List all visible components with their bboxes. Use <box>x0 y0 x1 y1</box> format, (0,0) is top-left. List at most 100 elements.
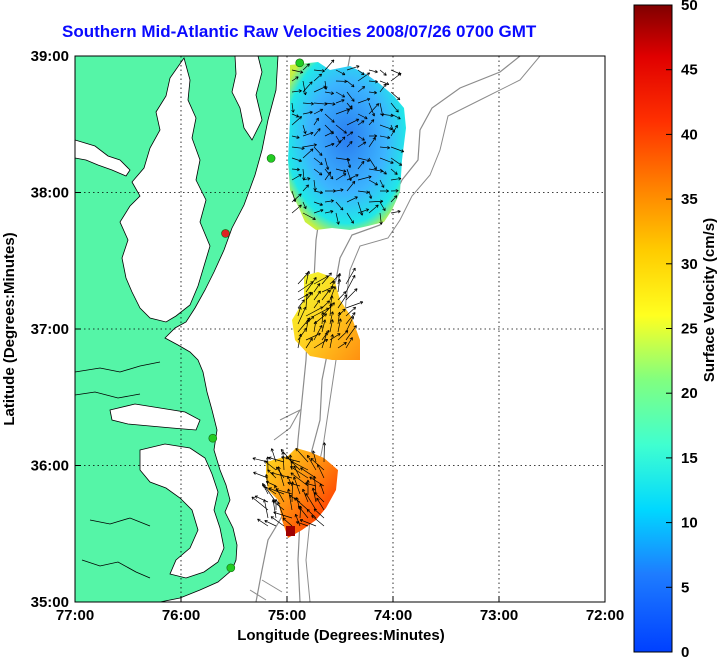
velocity-arrow <box>305 306 324 317</box>
velocity-arrow <box>302 177 311 181</box>
velocity-arrow <box>291 204 302 214</box>
velocity-arrow <box>257 518 269 527</box>
velocity-arrow <box>291 89 302 93</box>
velocity-arrow <box>345 337 353 349</box>
velocity-arrow <box>313 128 321 137</box>
velocity-arrow <box>267 469 277 479</box>
velocity-arrow <box>264 486 277 503</box>
colorbar-tick-label: 30 <box>681 256 698 273</box>
velocity-arrow <box>329 311 334 325</box>
velocity-arrow <box>335 108 350 115</box>
velocity-arrow <box>337 294 348 309</box>
velocity-arrow <box>313 338 329 349</box>
velocity-arrow <box>346 91 355 102</box>
velocity-arrow <box>345 288 358 301</box>
velocity-arrow <box>274 485 285 503</box>
velocity-arrow <box>357 86 366 93</box>
velocity-arrow <box>379 80 390 86</box>
pamlico-sound <box>139 443 225 579</box>
velocity-arrow <box>263 460 277 471</box>
colorbar-tick-label: 0 <box>681 644 689 659</box>
velocity-arrow <box>291 146 305 150</box>
velocity-arrow <box>324 199 334 203</box>
velocity-arrow <box>390 102 399 113</box>
velocity-arrow <box>335 188 344 192</box>
velocity-arrow <box>297 299 305 309</box>
velocity-arrow <box>357 97 371 104</box>
velocity-arrow <box>311 487 317 503</box>
velocity-arrow <box>313 117 319 126</box>
velocity-arrow <box>335 79 348 84</box>
velocity-arrow <box>357 72 371 82</box>
velocity-arrow <box>324 189 337 193</box>
velocity-arrow <box>390 177 402 181</box>
velocity-arrow <box>346 80 355 88</box>
velocity-arrow <box>297 306 307 325</box>
velocity-arrow <box>379 189 389 193</box>
radar-station-active <box>266 154 276 163</box>
velocity-arrow <box>310 457 325 471</box>
velocity-arrow <box>324 102 336 106</box>
velocity-arrow <box>311 515 325 527</box>
x-tick-label: 75:00 <box>268 607 306 624</box>
velocity-arrow <box>368 190 373 199</box>
velocity-arrow <box>321 331 329 349</box>
velocity-arrow <box>314 492 325 503</box>
velocity-arrow <box>390 113 401 120</box>
velocity-arrow <box>282 517 293 527</box>
velocity-arrow <box>291 135 300 139</box>
velocity-vectors <box>251 59 405 527</box>
y-axis-label: Latitude (Degrees:Minutes) <box>1 232 18 425</box>
velocity-arrow <box>368 137 376 148</box>
x-axis-ticks: 77:00 76:00 75:00 74:00 73:00 72:00 <box>56 596 624 624</box>
velocity-arrow <box>273 511 293 519</box>
velocity-arrow <box>297 272 309 285</box>
velocity-arrow <box>346 131 354 137</box>
velocity-arrow <box>337 272 342 285</box>
velocity-arrow <box>324 91 334 95</box>
velocity-arrow <box>270 516 285 527</box>
velocity-arrow <box>313 108 324 115</box>
velocity-arrow <box>291 174 302 181</box>
y-tick-label: 35:00 <box>31 594 69 611</box>
velocity-arrow <box>337 311 342 325</box>
velocity-arrow <box>313 508 325 519</box>
velocity-arrow <box>297 327 307 341</box>
velocity-arrow <box>335 212 340 225</box>
velocity-arrow <box>313 73 323 82</box>
velocity-arrow <box>390 157 403 166</box>
velocity-arrow <box>290 460 309 471</box>
colorbar <box>633 4 673 653</box>
velocity-arrow <box>297 333 303 349</box>
velocity-arrow <box>302 110 313 115</box>
colorbar-label: Surface Velocity (cm/s) <box>701 218 718 382</box>
velocity-arrow <box>302 201 307 210</box>
velocity-arrow <box>313 201 323 206</box>
potomac-river <box>75 139 131 177</box>
colorbar-tick-label: 5 <box>681 579 689 596</box>
velocity-arrow <box>357 113 368 120</box>
velocity-arrow <box>321 272 332 285</box>
velocity-arrow <box>335 69 346 76</box>
velocity-arrow <box>335 136 346 148</box>
velocity-arrow <box>337 291 347 301</box>
velocity-arrow <box>313 190 324 195</box>
velocity-arrow <box>346 65 360 71</box>
velocity-arrow <box>368 199 384 204</box>
velocity-arrow <box>379 69 387 76</box>
velocity-arrow <box>285 456 301 471</box>
velocity-arrow <box>297 306 302 317</box>
y-tick-label: 36:00 <box>31 458 69 475</box>
velocity-arrow <box>294 513 301 527</box>
delaware-bay <box>231 56 263 141</box>
velocity-arrow <box>290 481 295 503</box>
velocity-arrow <box>379 83 387 93</box>
velocity-arrow <box>268 487 285 495</box>
velocity-arrow <box>368 102 376 117</box>
velocity-arrow <box>305 270 311 285</box>
velocity-arrow <box>302 212 316 220</box>
velocity-arrow <box>335 173 347 181</box>
velocity-arrow <box>291 69 304 74</box>
y-tick-label: 38:00 <box>31 185 69 202</box>
velocity-arrow <box>263 499 269 519</box>
